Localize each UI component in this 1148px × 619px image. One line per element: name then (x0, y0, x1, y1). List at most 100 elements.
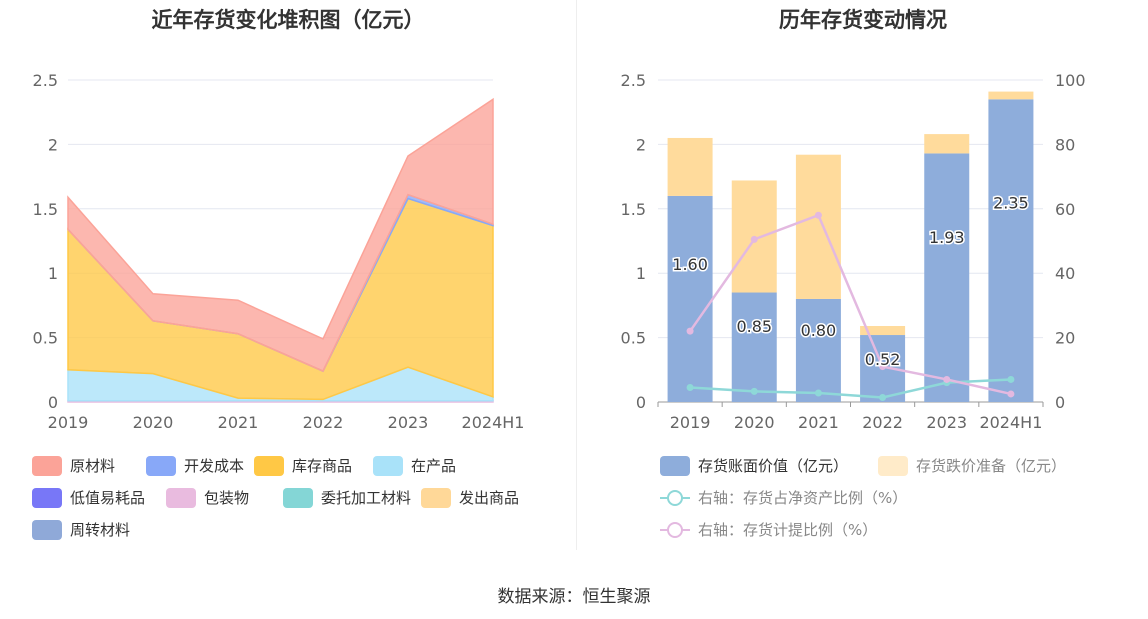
line-point (943, 375, 951, 383)
legend-swatch (660, 520, 690, 540)
legend-item[interactable]: 存货跌价准备（亿元） (878, 455, 1066, 476)
bar-line-chart-panel: 历年存货变动情况 0 0.5 1 1.5 2 2.5 0 20 40 60 80 100 2019 202… (578, 0, 1148, 555)
x-tick-label: 2023 (926, 413, 967, 432)
legend-label: 在产品 (411, 457, 457, 475)
legend-item[interactable]: 右轴：存货计提比例（%） (660, 519, 877, 540)
legend-item[interactable]: 库存商品 (254, 455, 352, 476)
legend-label: 存货账面价值（亿元） (698, 457, 849, 475)
area-series-0 (67, 97, 494, 373)
legend-item[interactable]: 发出商品 (421, 487, 519, 508)
y-tick-label: 0 (636, 393, 646, 412)
x-tick-label: 2019 (48, 413, 89, 432)
legend-label: 周转材料 (70, 521, 131, 539)
line-point (686, 327, 694, 335)
bar-value-label: 0.52 (865, 350, 901, 369)
stacked-area-chart-panel: 近年存货变化堆积图（亿元） 0 0.5 1 1.5 2 2.5 2019 2020 2021 20… (0, 0, 576, 555)
chart-title: 近年存货变化堆积图（亿元） (151, 8, 425, 32)
line-series-1 (689, 213, 1012, 396)
line-point (686, 384, 694, 392)
bar-book-value (988, 99, 1034, 402)
legend-item[interactable]: 周转材料 (32, 519, 130, 540)
legend-label: 右轴：存货占净资产比例（%） (698, 489, 908, 507)
bar-book-value (795, 298, 841, 402)
line-point (879, 363, 887, 371)
legend-label: 右轴：存货计提比例（%） (698, 521, 878, 539)
line-point (750, 235, 758, 243)
y-tick-label: 1.5 (33, 200, 58, 219)
legend-item[interactable]: 右轴：存货占净资产比例（%） (660, 487, 907, 508)
bar-book-value (731, 292, 777, 402)
line-point (1007, 375, 1015, 383)
bar-value-label: 1.93 (929, 228, 965, 247)
legend-item[interactable]: 原材料 (32, 455, 115, 476)
bar-book-value (667, 195, 713, 402)
bar-line-chart: 0 0.5 1 1.5 2 2.5 0 20 40 60 80 100 2019 2020 2021 2022… (621, 71, 1086, 432)
x-tick-label: 2022 (303, 413, 344, 432)
y2-tick-label: 20 (1055, 329, 1075, 348)
y-tick-label: 1 (48, 264, 58, 283)
legend-swatch (373, 455, 403, 476)
legend-item[interactable]: 开发成本 (146, 455, 244, 476)
line-point (814, 211, 822, 219)
legend-swatch (878, 455, 908, 476)
legend-label: 发出商品 (459, 489, 520, 507)
y-tick-label: 2.5 (33, 71, 58, 90)
line-point (1007, 390, 1015, 398)
x-tick-label: 2019 (670, 413, 711, 432)
bar-book-value (924, 153, 970, 402)
legend-swatch (166, 487, 196, 508)
x-tick-label: 2024H1 (979, 413, 1042, 432)
bar-impairment (795, 154, 841, 299)
legend-label: 委托加工材料 (321, 489, 412, 507)
legend-label: 存货跌价准备（亿元） (916, 457, 1067, 475)
legend-swatch (283, 487, 313, 508)
bar-impairment (988, 91, 1034, 100)
chart-title: 历年存货变动情况 (779, 8, 947, 32)
y2-tick-label: 60 (1055, 200, 1075, 219)
y-tick-label: 1 (636, 264, 646, 283)
legend-swatch (32, 487, 62, 508)
legend-swatch (421, 487, 451, 508)
legend-item[interactable]: 低值易耗品 (32, 487, 145, 508)
bar-impairment (924, 134, 970, 154)
legend-label: 原材料 (70, 457, 116, 475)
bar-value-label: 2.35 (993, 193, 1029, 212)
legend-label: 包装物 (204, 489, 250, 507)
legend-swatch (146, 455, 176, 476)
x-tick-label: 2021 (798, 413, 839, 432)
bar-value-label: 0.85 (736, 317, 772, 336)
y-tick-label: 0 (48, 393, 58, 412)
x-tick-label: 2023 (388, 413, 429, 432)
x-tick-label: 2022 (862, 413, 903, 432)
bar-value-label: 0.80 (801, 321, 837, 340)
legend-label: 库存商品 (292, 457, 353, 475)
bar-value-label: 1.60 (672, 255, 708, 274)
bar-impairment (860, 326, 906, 336)
legend-swatch (660, 488, 690, 508)
line-point (879, 393, 887, 401)
x-tick-label: 2020 (133, 413, 174, 432)
y2-tick-label: 80 (1055, 135, 1075, 154)
y2-tick-label: 100 (1055, 71, 1086, 90)
y-tick-label: 2.5 (621, 71, 646, 90)
panel-divider (576, 0, 577, 550)
y2-tick-label: 40 (1055, 264, 1075, 283)
legend-label: 低值易耗品 (70, 489, 146, 507)
y-tick-label: 0.5 (33, 329, 58, 348)
line-point (750, 387, 758, 395)
line-point (814, 389, 822, 397)
x-tick-label: 2024H1 (462, 413, 525, 432)
y2-tick-label: 0 (1055, 393, 1065, 412)
legend-swatch (32, 519, 62, 540)
legend-item[interactable]: 在产品 (373, 455, 456, 476)
data-source: 数据来源：恒生聚源 (497, 587, 651, 607)
legend-item[interactable]: 包装物 (166, 487, 249, 508)
legend-swatch (32, 455, 62, 476)
legend-item[interactable]: 存货账面价值（亿元） (660, 455, 848, 476)
legend-swatch (254, 455, 284, 476)
y-tick-label: 2 (636, 135, 646, 154)
x-tick-label: 2020 (734, 413, 775, 432)
legend-swatch (660, 455, 690, 476)
legend-item[interactable]: 委托加工材料 (283, 487, 411, 508)
y-tick-label: 0.5 (621, 329, 646, 348)
